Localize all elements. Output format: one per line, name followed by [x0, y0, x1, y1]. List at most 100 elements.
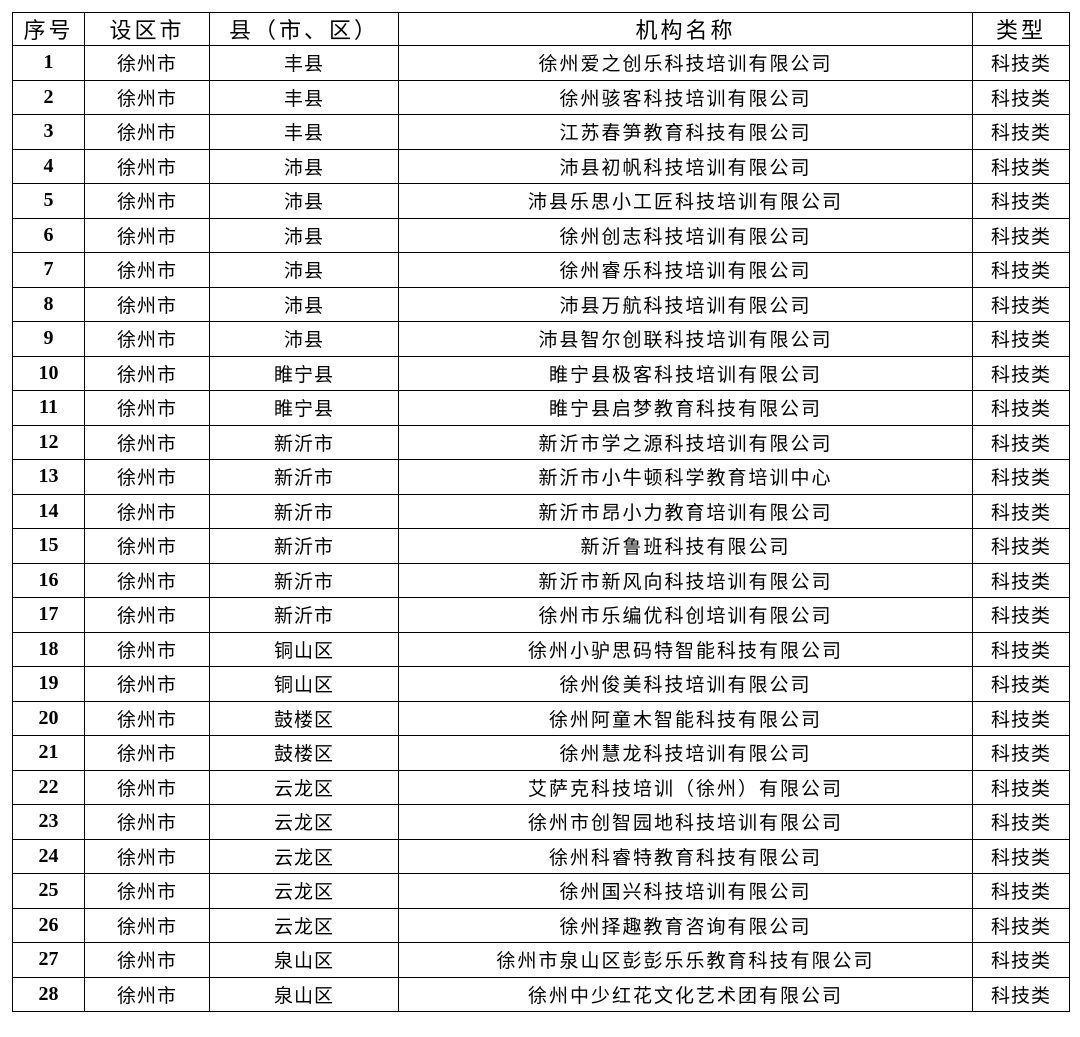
- cell-institution-name: 徐州睿乐科技培训有限公司: [398, 252, 973, 288]
- cell-county: 新沂市: [209, 528, 399, 564]
- cell-type: 科技类: [972, 114, 1070, 150]
- cell-county: 云龙区: [209, 804, 399, 840]
- cell-county: 铜山区: [209, 631, 399, 667]
- cell-institution-name: 徐州俊美科技培训有限公司: [398, 666, 973, 702]
- cell-county: 云龙区: [209, 873, 399, 909]
- cell-county: 丰县: [209, 79, 399, 115]
- cell-city: 徐州市: [84, 114, 210, 150]
- cell-index: 7: [12, 252, 85, 288]
- cell-city: 徐州市: [84, 838, 210, 874]
- cell-county: 沛县: [209, 183, 399, 219]
- table-row: 3 徐州市 丰县 江苏春笋教育科技有限公司 科技类: [12, 114, 1070, 150]
- cell-city: 徐州市: [84, 79, 210, 115]
- cell-city: 徐州市: [84, 631, 210, 667]
- cell-type: 科技类: [972, 390, 1070, 426]
- table-row: 28 徐州市 泉山区 徐州中少红花文化艺术团有限公司 科技类: [12, 976, 1070, 1012]
- cell-city: 徐州市: [84, 286, 210, 322]
- cell-city: 徐州市: [84, 873, 210, 909]
- cell-city: 徐州市: [84, 183, 210, 219]
- cell-city: 徐州市: [84, 45, 210, 81]
- cell-county: 云龙区: [209, 907, 399, 943]
- cell-type: 科技类: [972, 562, 1070, 598]
- cell-institution-name: 新沂市昂小力教育培训有限公司: [398, 493, 973, 529]
- cell-type: 科技类: [972, 321, 1070, 357]
- table-row: 12 徐州市 新沂市 新沂市学之源科技培训有限公司 科技类: [12, 424, 1070, 460]
- table-row: 23 徐州市 云龙区 徐州市创智园地科技培训有限公司 科技类: [12, 804, 1070, 840]
- cell-institution-name: 新沂市新风向科技培训有限公司: [398, 562, 973, 598]
- cell-index: 5: [12, 183, 85, 219]
- cell-type: 科技类: [972, 838, 1070, 874]
- cell-city: 徐州市: [84, 666, 210, 702]
- cell-city: 徐州市: [84, 597, 210, 633]
- cell-city: 徐州市: [84, 493, 210, 529]
- cell-institution-name: 徐州慧龙科技培训有限公司: [398, 735, 973, 771]
- table-row: 20 徐州市 鼓楼区 徐州阿童木智能科技有限公司 科技类: [12, 700, 1070, 736]
- cell-institution-name: 徐州中少红花文化艺术团有限公司: [398, 976, 973, 1012]
- table-row: 5 徐州市 沛县 沛县乐思小工匠科技培训有限公司 科技类: [12, 183, 1070, 219]
- table-body: 1 徐州市 丰县 徐州爱之创乐科技培训有限公司 科技类 2 徐州市 丰县 徐州骇客科技培训有限公…: [12, 45, 1070, 1012]
- cell-city: 徐州市: [84, 355, 210, 391]
- cell-city: 徐州市: [84, 390, 210, 426]
- cell-county: 沛县: [209, 148, 399, 184]
- cell-index: 26: [12, 907, 85, 943]
- cell-index: 15: [12, 528, 85, 564]
- cell-type: 科技类: [972, 597, 1070, 633]
- cell-type: 科技类: [972, 631, 1070, 667]
- cell-county: 新沂市: [209, 424, 399, 460]
- cell-institution-name: 徐州小驴思码特智能科技有限公司: [398, 631, 973, 667]
- cell-institution-name: 沛县智尔创联科技培训有限公司: [398, 321, 973, 357]
- header-index: 序号: [12, 12, 85, 46]
- cell-county: 云龙区: [209, 838, 399, 874]
- cell-index: 9: [12, 321, 85, 357]
- cell-institution-name: 徐州市乐编优科创培训有限公司: [398, 597, 973, 633]
- institution-table: 序号 设区市 县（市、区） 机构名称 类型 1 徐州市 丰县 徐州爱之创乐科技培训有限…: [12, 12, 1070, 1012]
- cell-county: 新沂市: [209, 459, 399, 495]
- table-row: 15 徐州市 新沂市 新沂鲁班科技有限公司 科技类: [12, 528, 1070, 564]
- cell-institution-name: 徐州科睿特教育科技有限公司: [398, 838, 973, 874]
- table-row: 27 徐州市 泉山区 徐州市泉山区彭彭乐乐教育科技有限公司 科技类: [12, 942, 1070, 978]
- cell-index: 21: [12, 735, 85, 771]
- cell-county: 新沂市: [209, 562, 399, 598]
- cell-index: 24: [12, 838, 85, 874]
- cell-city: 徐州市: [84, 217, 210, 253]
- cell-index: 14: [12, 493, 85, 529]
- cell-index: 25: [12, 873, 85, 909]
- cell-city: 徐州市: [84, 769, 210, 805]
- cell-county: 新沂市: [209, 597, 399, 633]
- cell-city: 徐州市: [84, 804, 210, 840]
- table-row: 22 徐州市 云龙区 艾萨克科技培训（徐州）有限公司 科技类: [12, 769, 1070, 805]
- cell-type: 科技类: [972, 79, 1070, 115]
- cell-city: 徐州市: [84, 735, 210, 771]
- cell-index: 1: [12, 45, 85, 81]
- cell-county: 沛县: [209, 252, 399, 288]
- cell-institution-name: 徐州国兴科技培训有限公司: [398, 873, 973, 909]
- cell-county: 睢宁县: [209, 355, 399, 391]
- cell-index: 27: [12, 942, 85, 978]
- table-row: 26 徐州市 云龙区 徐州择趣教育咨询有限公司 科技类: [12, 907, 1070, 943]
- table-row: 18 徐州市 铜山区 徐州小驴思码特智能科技有限公司 科技类: [12, 631, 1070, 667]
- table-row: 25 徐州市 云龙区 徐州国兴科技培训有限公司 科技类: [12, 873, 1070, 909]
- table-row: 10 徐州市 睢宁县 睢宁县极客科技培训有限公司 科技类: [12, 355, 1070, 391]
- cell-institution-name: 沛县乐思小工匠科技培训有限公司: [398, 183, 973, 219]
- header-type: 类型: [972, 12, 1070, 46]
- cell-index: 17: [12, 597, 85, 633]
- cell-index: 23: [12, 804, 85, 840]
- cell-institution-name: 徐州阿童木智能科技有限公司: [398, 700, 973, 736]
- table-row: 4 徐州市 沛县 沛县初帆科技培训有限公司 科技类: [12, 148, 1070, 184]
- cell-institution-name: 徐州市泉山区彭彭乐乐教育科技有限公司: [398, 942, 973, 978]
- cell-institution-name: 新沂市学之源科技培训有限公司: [398, 424, 973, 460]
- cell-city: 徐州市: [84, 700, 210, 736]
- cell-institution-name: 江苏春笋教育科技有限公司: [398, 114, 973, 150]
- cell-type: 科技类: [972, 45, 1070, 81]
- cell-county: 睢宁县: [209, 390, 399, 426]
- table-row: 1 徐州市 丰县 徐州爱之创乐科技培训有限公司 科技类: [12, 45, 1070, 81]
- cell-city: 徐州市: [84, 907, 210, 943]
- table-row: 2 徐州市 丰县 徐州骇客科技培训有限公司 科技类: [12, 79, 1070, 115]
- cell-type: 科技类: [972, 355, 1070, 391]
- cell-index: 12: [12, 424, 85, 460]
- table-row: 11 徐州市 睢宁县 睢宁县启梦教育科技有限公司 科技类: [12, 390, 1070, 426]
- cell-type: 科技类: [972, 459, 1070, 495]
- cell-type: 科技类: [972, 148, 1070, 184]
- cell-index: 3: [12, 114, 85, 150]
- cell-city: 徐州市: [84, 942, 210, 978]
